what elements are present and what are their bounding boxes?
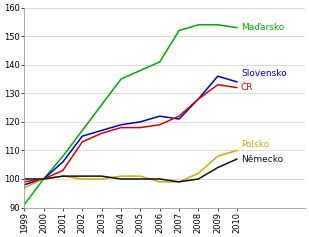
- Text: Polsko: Polsko: [241, 140, 269, 149]
- Text: Slovensko: Slovensko: [241, 69, 286, 78]
- Text: ČR: ČR: [241, 83, 253, 92]
- Text: Maďarsko: Maďarsko: [241, 23, 284, 32]
- Text: Německo: Německo: [241, 155, 283, 164]
